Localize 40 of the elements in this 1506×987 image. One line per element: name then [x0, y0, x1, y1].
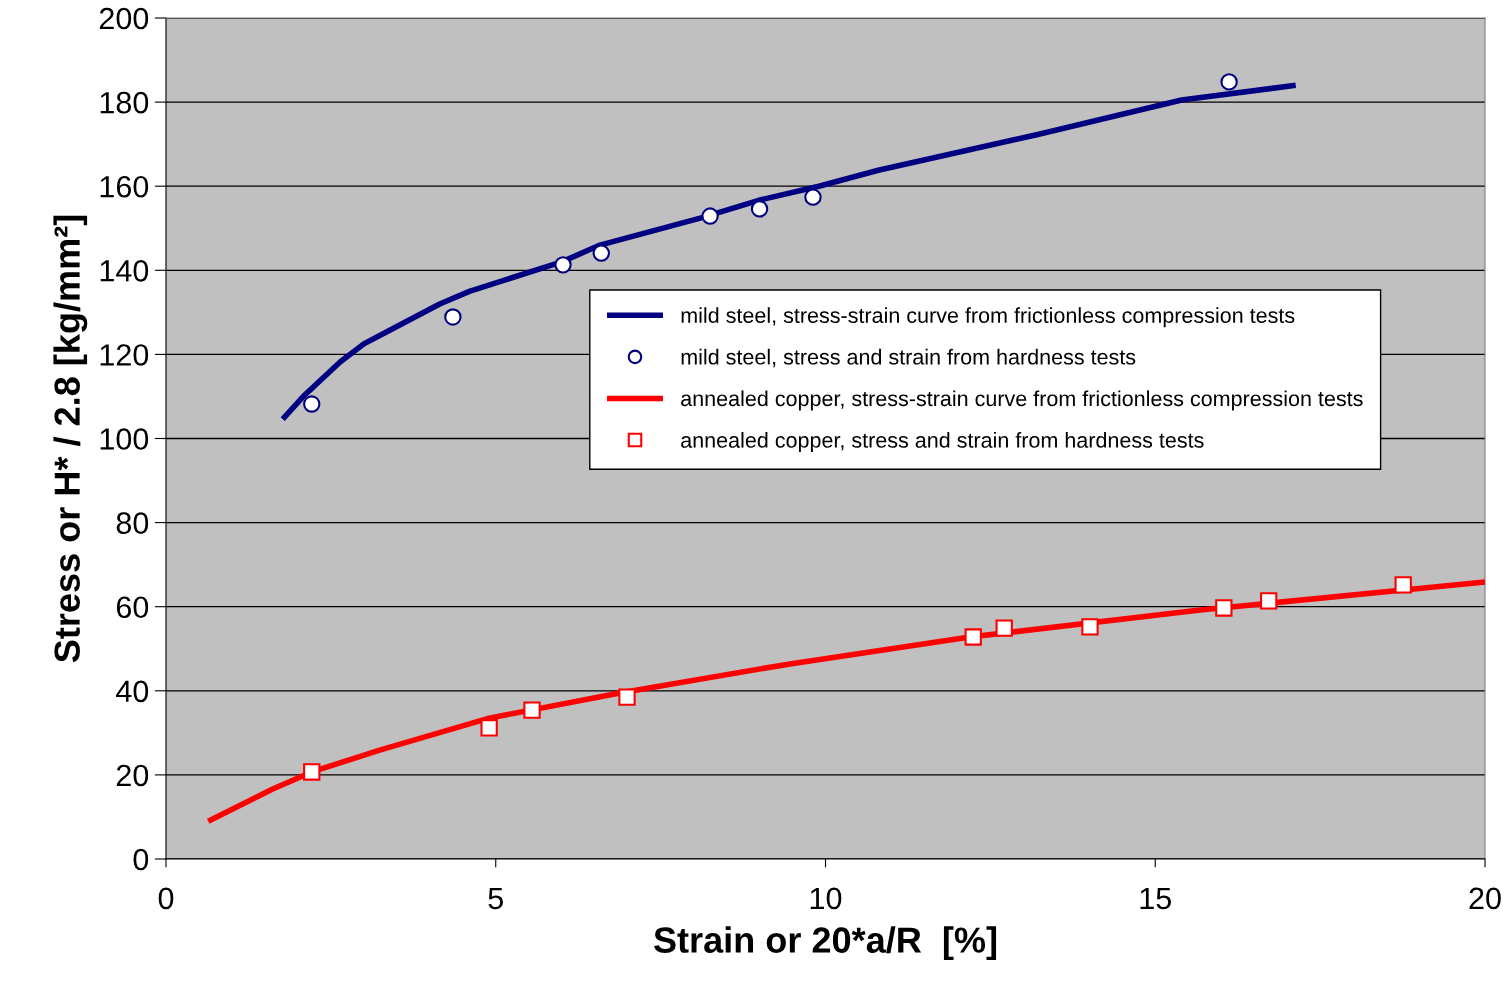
y-tick-label: 140: [100, 260, 149, 282]
y-tick-label: 160: [100, 175, 149, 198]
point: [444, 308, 462, 326]
point: [701, 207, 719, 225]
y-axis-title: Stress or H* / 2.8 [kg/mm²]: [53, 215, 88, 663]
x-tick-label: 0: [158, 887, 174, 910]
legend-label: mild steel, stress-strain curve from frictionless compression tests: [681, 307, 1295, 328]
y-tick-label: 200: [99, 7, 149, 30]
point: [1081, 618, 1099, 636]
point: [1394, 576, 1412, 594]
point: [1260, 592, 1278, 610]
point: [303, 395, 321, 413]
y-tick-label: 100: [100, 428, 149, 450]
x-tick-label: 15: [1140, 887, 1171, 910]
legend-label: mild steel, stress and strain from hardness tests: [681, 348, 1136, 368]
point: [618, 688, 636, 706]
point: [1220, 73, 1238, 91]
y-tick-label: 60: [116, 596, 149, 619]
point: [480, 719, 498, 737]
point: [964, 628, 982, 646]
point: [554, 256, 572, 274]
x-tick-label: 5: [488, 887, 503, 910]
y-tick-label: 40: [116, 680, 149, 703]
point: [303, 763, 321, 781]
point: [1215, 599, 1233, 617]
y-tick-label: 0: [133, 848, 149, 871]
y-tick-label: 180: [100, 91, 149, 114]
point: [750, 200, 769, 218]
x-tick-label: 20: [1469, 887, 1501, 910]
point: [523, 701, 541, 719]
legend-label: annealed copper, stress-strain curve from frictionless compression tests: [681, 390, 1363, 411]
x-axis-title: Strain or 20*a/R [%]: [653, 926, 997, 961]
point: [804, 188, 822, 206]
point: [592, 244, 610, 262]
point: [995, 619, 1013, 637]
y-tick-label: 120: [100, 344, 149, 366]
x-tick-label: 10: [810, 887, 842, 910]
legend-label: annealed copper, stress and strain from hardness tests: [681, 431, 1204, 453]
y-tick-label: 20: [116, 764, 149, 787]
y-tick-label: 80: [116, 512, 149, 534]
